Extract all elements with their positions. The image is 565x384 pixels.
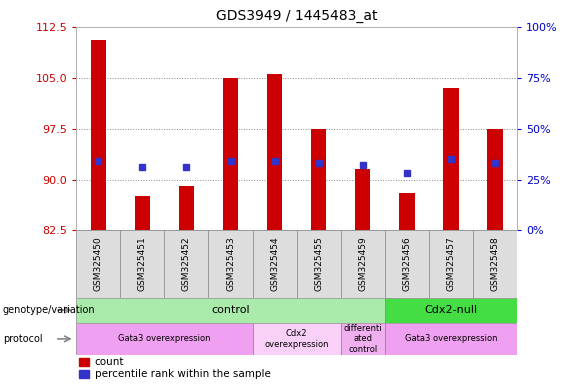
Bar: [311, 129, 327, 230]
Bar: [341, 230, 385, 298]
Text: Cdx2
overexpression: Cdx2 overexpression: [264, 329, 329, 349]
Bar: [487, 129, 503, 230]
Text: GSM325455: GSM325455: [314, 237, 323, 291]
Bar: [79, 370, 89, 378]
Bar: [223, 78, 238, 230]
Bar: [179, 186, 194, 230]
Bar: [385, 298, 517, 323]
Bar: [79, 358, 89, 366]
Bar: [134, 197, 150, 230]
Text: GSM325453: GSM325453: [226, 237, 235, 291]
Bar: [76, 323, 253, 355]
Text: genotype/variation: genotype/variation: [3, 305, 95, 315]
Bar: [253, 323, 341, 355]
Text: control: control: [211, 305, 250, 315]
Text: count: count: [95, 357, 124, 367]
Bar: [355, 169, 371, 230]
Text: percentile rank within the sample: percentile rank within the sample: [95, 369, 271, 379]
Text: GSM325458: GSM325458: [490, 237, 499, 291]
Text: GSM325459: GSM325459: [358, 237, 367, 291]
Text: GSM325454: GSM325454: [270, 237, 279, 291]
Bar: [76, 230, 120, 298]
Bar: [399, 193, 415, 230]
Bar: [120, 230, 164, 298]
Text: Gata3 overexpression: Gata3 overexpression: [405, 334, 497, 343]
Text: GSM325450: GSM325450: [94, 237, 103, 291]
Bar: [164, 230, 208, 298]
Text: Gata3 overexpression: Gata3 overexpression: [118, 334, 211, 343]
Text: Cdx2-null: Cdx2-null: [424, 305, 477, 315]
Bar: [267, 74, 282, 230]
Text: protocol: protocol: [3, 334, 42, 344]
Title: GDS3949 / 1445483_at: GDS3949 / 1445483_at: [216, 9, 377, 23]
Bar: [208, 230, 253, 298]
Bar: [90, 40, 106, 230]
Bar: [385, 230, 429, 298]
Bar: [76, 298, 385, 323]
Text: GSM325452: GSM325452: [182, 237, 191, 291]
Bar: [341, 323, 385, 355]
Bar: [443, 88, 459, 230]
Bar: [473, 230, 517, 298]
Bar: [297, 230, 341, 298]
Bar: [253, 230, 297, 298]
Bar: [385, 323, 517, 355]
Text: GSM325456: GSM325456: [402, 237, 411, 291]
Text: differenti
ated
control: differenti ated control: [344, 324, 382, 354]
Text: GSM325451: GSM325451: [138, 237, 147, 291]
Bar: [429, 230, 473, 298]
Text: GSM325457: GSM325457: [446, 237, 455, 291]
